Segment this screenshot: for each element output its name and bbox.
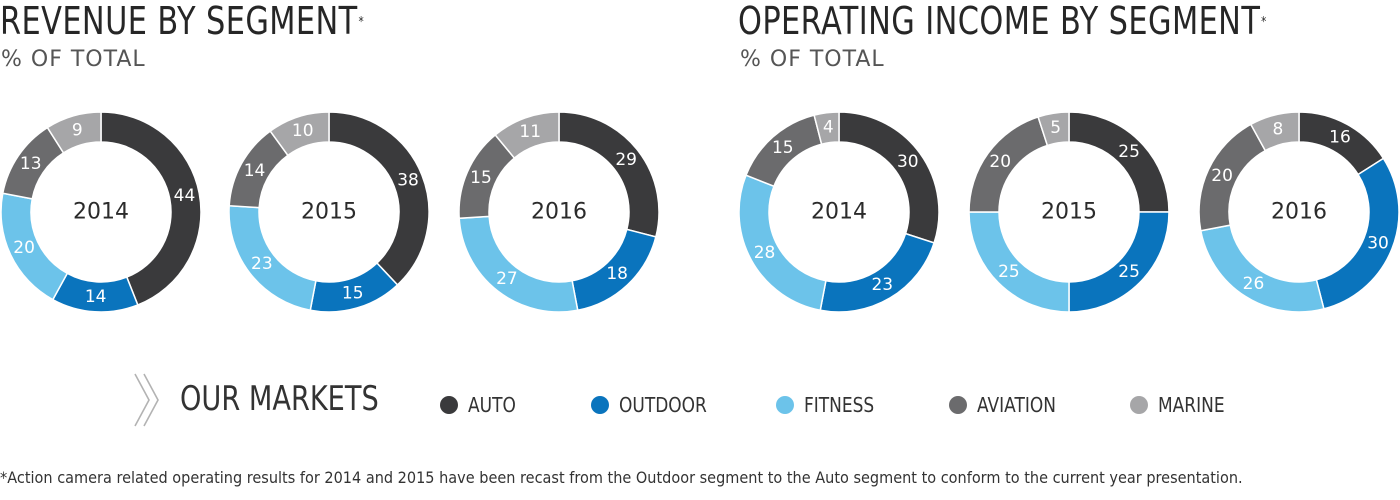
slice-value-label: 20 bbox=[13, 238, 35, 258]
slice-value-label: 15 bbox=[772, 138, 794, 158]
donut-year-label: 2015 bbox=[1041, 200, 1097, 225]
footnote: *Action camera related operating results… bbox=[0, 468, 1243, 487]
slice-value-label: 44 bbox=[174, 186, 196, 206]
legend-label-fitness: FITNESS bbox=[804, 393, 875, 417]
slice-value-label: 25 bbox=[1118, 142, 1140, 162]
slice-value-label: 30 bbox=[1367, 233, 1389, 253]
legend-swatch-fitness bbox=[776, 396, 794, 414]
donut-year-label: 2015 bbox=[301, 200, 357, 225]
legend-label-outdoor: OUTDOOR bbox=[619, 393, 707, 417]
slice-value-label: 25 bbox=[998, 262, 1020, 282]
slice-value-label: 18 bbox=[606, 264, 628, 284]
legend-swatch-aviation bbox=[949, 396, 967, 414]
operating-income-title-text: OPERATING INCOME BY SEGMENT bbox=[738, 0, 1261, 43]
slice-auto bbox=[1068, 111, 1170, 213]
legend-item-auto: AUTO bbox=[440, 394, 524, 416]
legend-label-marine: MARINE bbox=[1158, 393, 1225, 417]
slice-marine bbox=[269, 111, 330, 157]
donut-revenue-2015: 38 15 23 14 10 2015 bbox=[228, 111, 430, 313]
slice-value-label: 11 bbox=[519, 122, 541, 142]
donut-year-label: 2016 bbox=[531, 200, 587, 225]
slice-value-label: 16 bbox=[1329, 128, 1351, 148]
legend-item-marine: MARINE bbox=[1130, 394, 1236, 416]
slice-value-label: 26 bbox=[1243, 274, 1265, 294]
legend-label-aviation: AVIATION bbox=[977, 393, 1056, 417]
revenue-title: REVENUE BY SEGMENT* bbox=[0, 0, 364, 42]
donut-operating_income-2016: 16 30 26 20 8 2016 bbox=[1198, 111, 1400, 313]
slice-auto bbox=[100, 111, 202, 306]
slice-value-label: 23 bbox=[871, 275, 893, 295]
slice-marine bbox=[813, 111, 840, 146]
donut-year-label: 2014 bbox=[811, 200, 867, 225]
donut-year-label: 2014 bbox=[73, 200, 129, 225]
operating-income-subtitle: % OF TOTAL bbox=[740, 47, 885, 72]
slice-fitness bbox=[458, 215, 579, 313]
slice-outdoor bbox=[819, 232, 936, 313]
slice-value-label: 28 bbox=[754, 243, 776, 263]
donut-operating_income-2015: 25 25 25 20 5 2015 bbox=[968, 111, 1170, 313]
legend-swatch-auto bbox=[440, 396, 458, 414]
slice-marine bbox=[1037, 111, 1070, 147]
operating-income-title: OPERATING INCOME BY SEGMENT* bbox=[738, 0, 1267, 42]
slice-value-label: 23 bbox=[251, 254, 273, 274]
legend-item-aviation: AVIATION bbox=[949, 394, 1070, 416]
slice-value-label: 8 bbox=[1272, 120, 1283, 140]
legend-swatch-outdoor bbox=[591, 396, 609, 414]
operating-income-title-asterisk: * bbox=[1261, 15, 1267, 30]
slice-fitness bbox=[738, 174, 827, 312]
legend-label-auto: AUTO bbox=[468, 393, 516, 417]
slice-value-label: 25 bbox=[1118, 262, 1140, 282]
slice-value-label: 15 bbox=[470, 168, 492, 188]
slice-value-label: 4 bbox=[823, 118, 834, 138]
donut-revenue-2016: 29 18 27 15 11 2016 bbox=[458, 111, 660, 313]
chevron-right-icon bbox=[134, 373, 159, 427]
slice-value-label: 20 bbox=[1211, 166, 1233, 186]
slice-marine bbox=[494, 111, 560, 160]
donut-operating_income-2014: 30 23 28 15 4 2014 bbox=[738, 111, 940, 313]
legend-item-fitness: FITNESS bbox=[776, 394, 887, 416]
legend-swatch-marine bbox=[1130, 396, 1148, 414]
slice-value-label: 30 bbox=[897, 152, 919, 172]
slice-marine bbox=[1249, 111, 1300, 152]
our-markets-heading: OUR MARKETS bbox=[180, 379, 379, 419]
slice-value-label: 27 bbox=[496, 269, 518, 289]
legend-item-outdoor: OUTDOOR bbox=[591, 394, 722, 416]
slice-value-label: 20 bbox=[989, 152, 1011, 172]
slice-value-label: 5 bbox=[1050, 118, 1061, 138]
revenue-title-text: REVENUE BY SEGMENT bbox=[0, 0, 358, 43]
revenue-title-asterisk: * bbox=[358, 15, 365, 30]
donut-charts: 4414201392014381523141020152918271511201… bbox=[0, 111, 1400, 313]
slice-value-label: 10 bbox=[292, 121, 314, 141]
slice-value-label: 14 bbox=[244, 161, 266, 181]
slice-value-label: 38 bbox=[397, 171, 419, 191]
slice-value-label: 13 bbox=[20, 154, 42, 174]
slice-fitness bbox=[1199, 224, 1325, 313]
slice-marine bbox=[46, 111, 102, 154]
slice-auto bbox=[328, 111, 430, 286]
slice-value-label: 14 bbox=[85, 287, 107, 307]
slice-value-label: 9 bbox=[72, 120, 83, 140]
slice-value-label: 15 bbox=[342, 284, 364, 304]
donut-year-label: 2016 bbox=[1271, 200, 1327, 225]
slice-value-label: 29 bbox=[615, 150, 637, 170]
revenue-subtitle: % OF TOTAL bbox=[1, 47, 146, 72]
donut-revenue-2014: 44 14 20 13 9 2014 bbox=[0, 111, 202, 313]
